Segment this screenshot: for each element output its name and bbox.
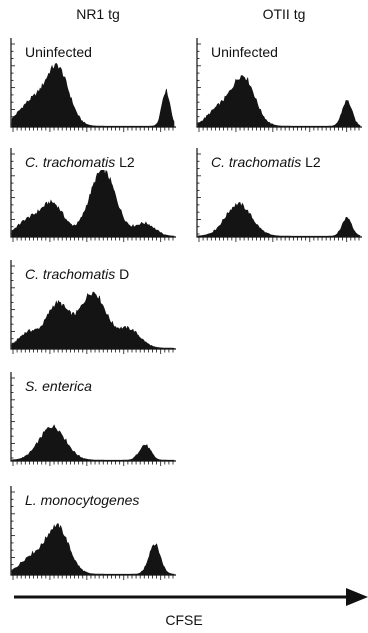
histogram-area: [11, 167, 175, 238]
histogram-panel: C. trachomatis L2: [10, 148, 176, 242]
histogram-panel: L. monocytogenes: [10, 486, 176, 580]
panel-label-species: S. enterica: [25, 378, 92, 394]
histogram-area: [197, 202, 361, 238]
histogram-area: [11, 291, 175, 350]
panel-label: C. trachomatis D: [24, 266, 131, 282]
histogram-panel: C. trachomatis L2: [196, 148, 362, 242]
column-title-otii: OTII tg: [262, 6, 306, 22]
histogram-panel: C. trachomatis D: [10, 260, 176, 354]
panel-label: Uninfected: [210, 44, 279, 60]
histogram-panel: S. enterica: [10, 372, 176, 466]
panel-label: C. trachomatis L2: [24, 154, 136, 170]
histogram-area: [197, 75, 361, 128]
x-axis-label: CFSE: [165, 612, 203, 628]
panel-label: Uninfected: [24, 44, 93, 60]
panel-label-text: Uninfected: [211, 44, 278, 60]
panel-label: L. monocytogenes: [24, 492, 141, 508]
panel-label-text: D: [115, 266, 130, 282]
histogram-area: [11, 424, 175, 462]
panel-label: C. trachomatis L2: [210, 154, 322, 170]
column-title-nr1: NR1 tg: [76, 6, 120, 22]
cfse-axis-arrow: [14, 588, 368, 606]
panel-label-species: L. monocytogenes: [25, 492, 140, 508]
panel-label-text: L2: [115, 154, 135, 170]
histogram-area: [11, 523, 175, 576]
panel-label: S. enterica: [24, 378, 93, 394]
panel-label-text: L2: [301, 154, 321, 170]
panel-label-text: Uninfected: [25, 44, 92, 60]
histogram-panel: Uninfected: [10, 38, 176, 132]
histogram-area: [11, 62, 175, 128]
histogram-panel: Uninfected: [196, 38, 362, 132]
panel-label-species: C. trachomatis: [25, 154, 116, 170]
panel-label-species: C. trachomatis: [25, 266, 116, 282]
panel-label-species: C. trachomatis: [211, 154, 302, 170]
